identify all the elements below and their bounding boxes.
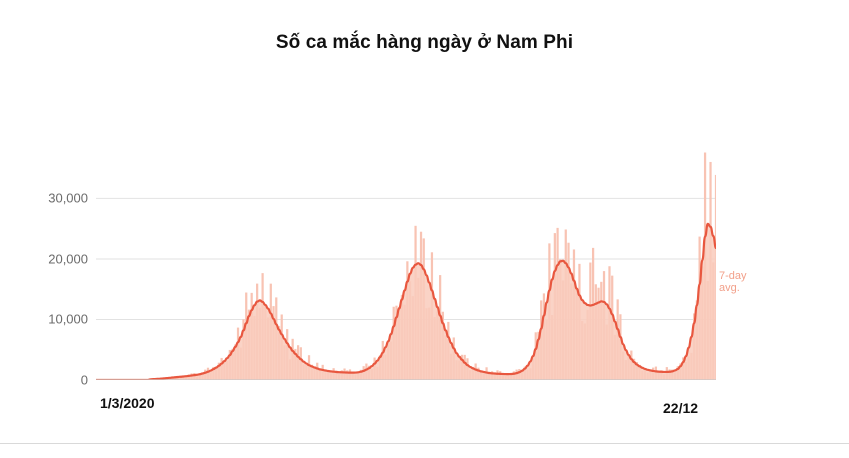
seven-day-avg-annotation: 7-day avg. (719, 270, 747, 294)
y-axis-tick-labels: 0 10,000 20,000 30,000 (20, 150, 88, 388)
chart-title: Số ca mắc hàng ngày ở Nam Phi (275, 32, 574, 53)
chart-plot-svg (96, 152, 716, 380)
y-axis-tick-label: 30,000 (48, 190, 88, 206)
x-axis-tick-end: 22/12 (663, 400, 699, 416)
seven-day-avg-area (96, 223, 716, 380)
bottom-divider (0, 443, 849, 444)
plot-area (96, 150, 716, 380)
y-axis-tick-label: 20,000 (48, 251, 88, 267)
seven-day-avg-line (96, 222, 716, 380)
y-axis-tick-label: 10,000 (48, 311, 88, 327)
y-axis-tick-label: 0 (80, 372, 88, 388)
x-axis-tick-start: 1/3/2020 (100, 395, 155, 411)
